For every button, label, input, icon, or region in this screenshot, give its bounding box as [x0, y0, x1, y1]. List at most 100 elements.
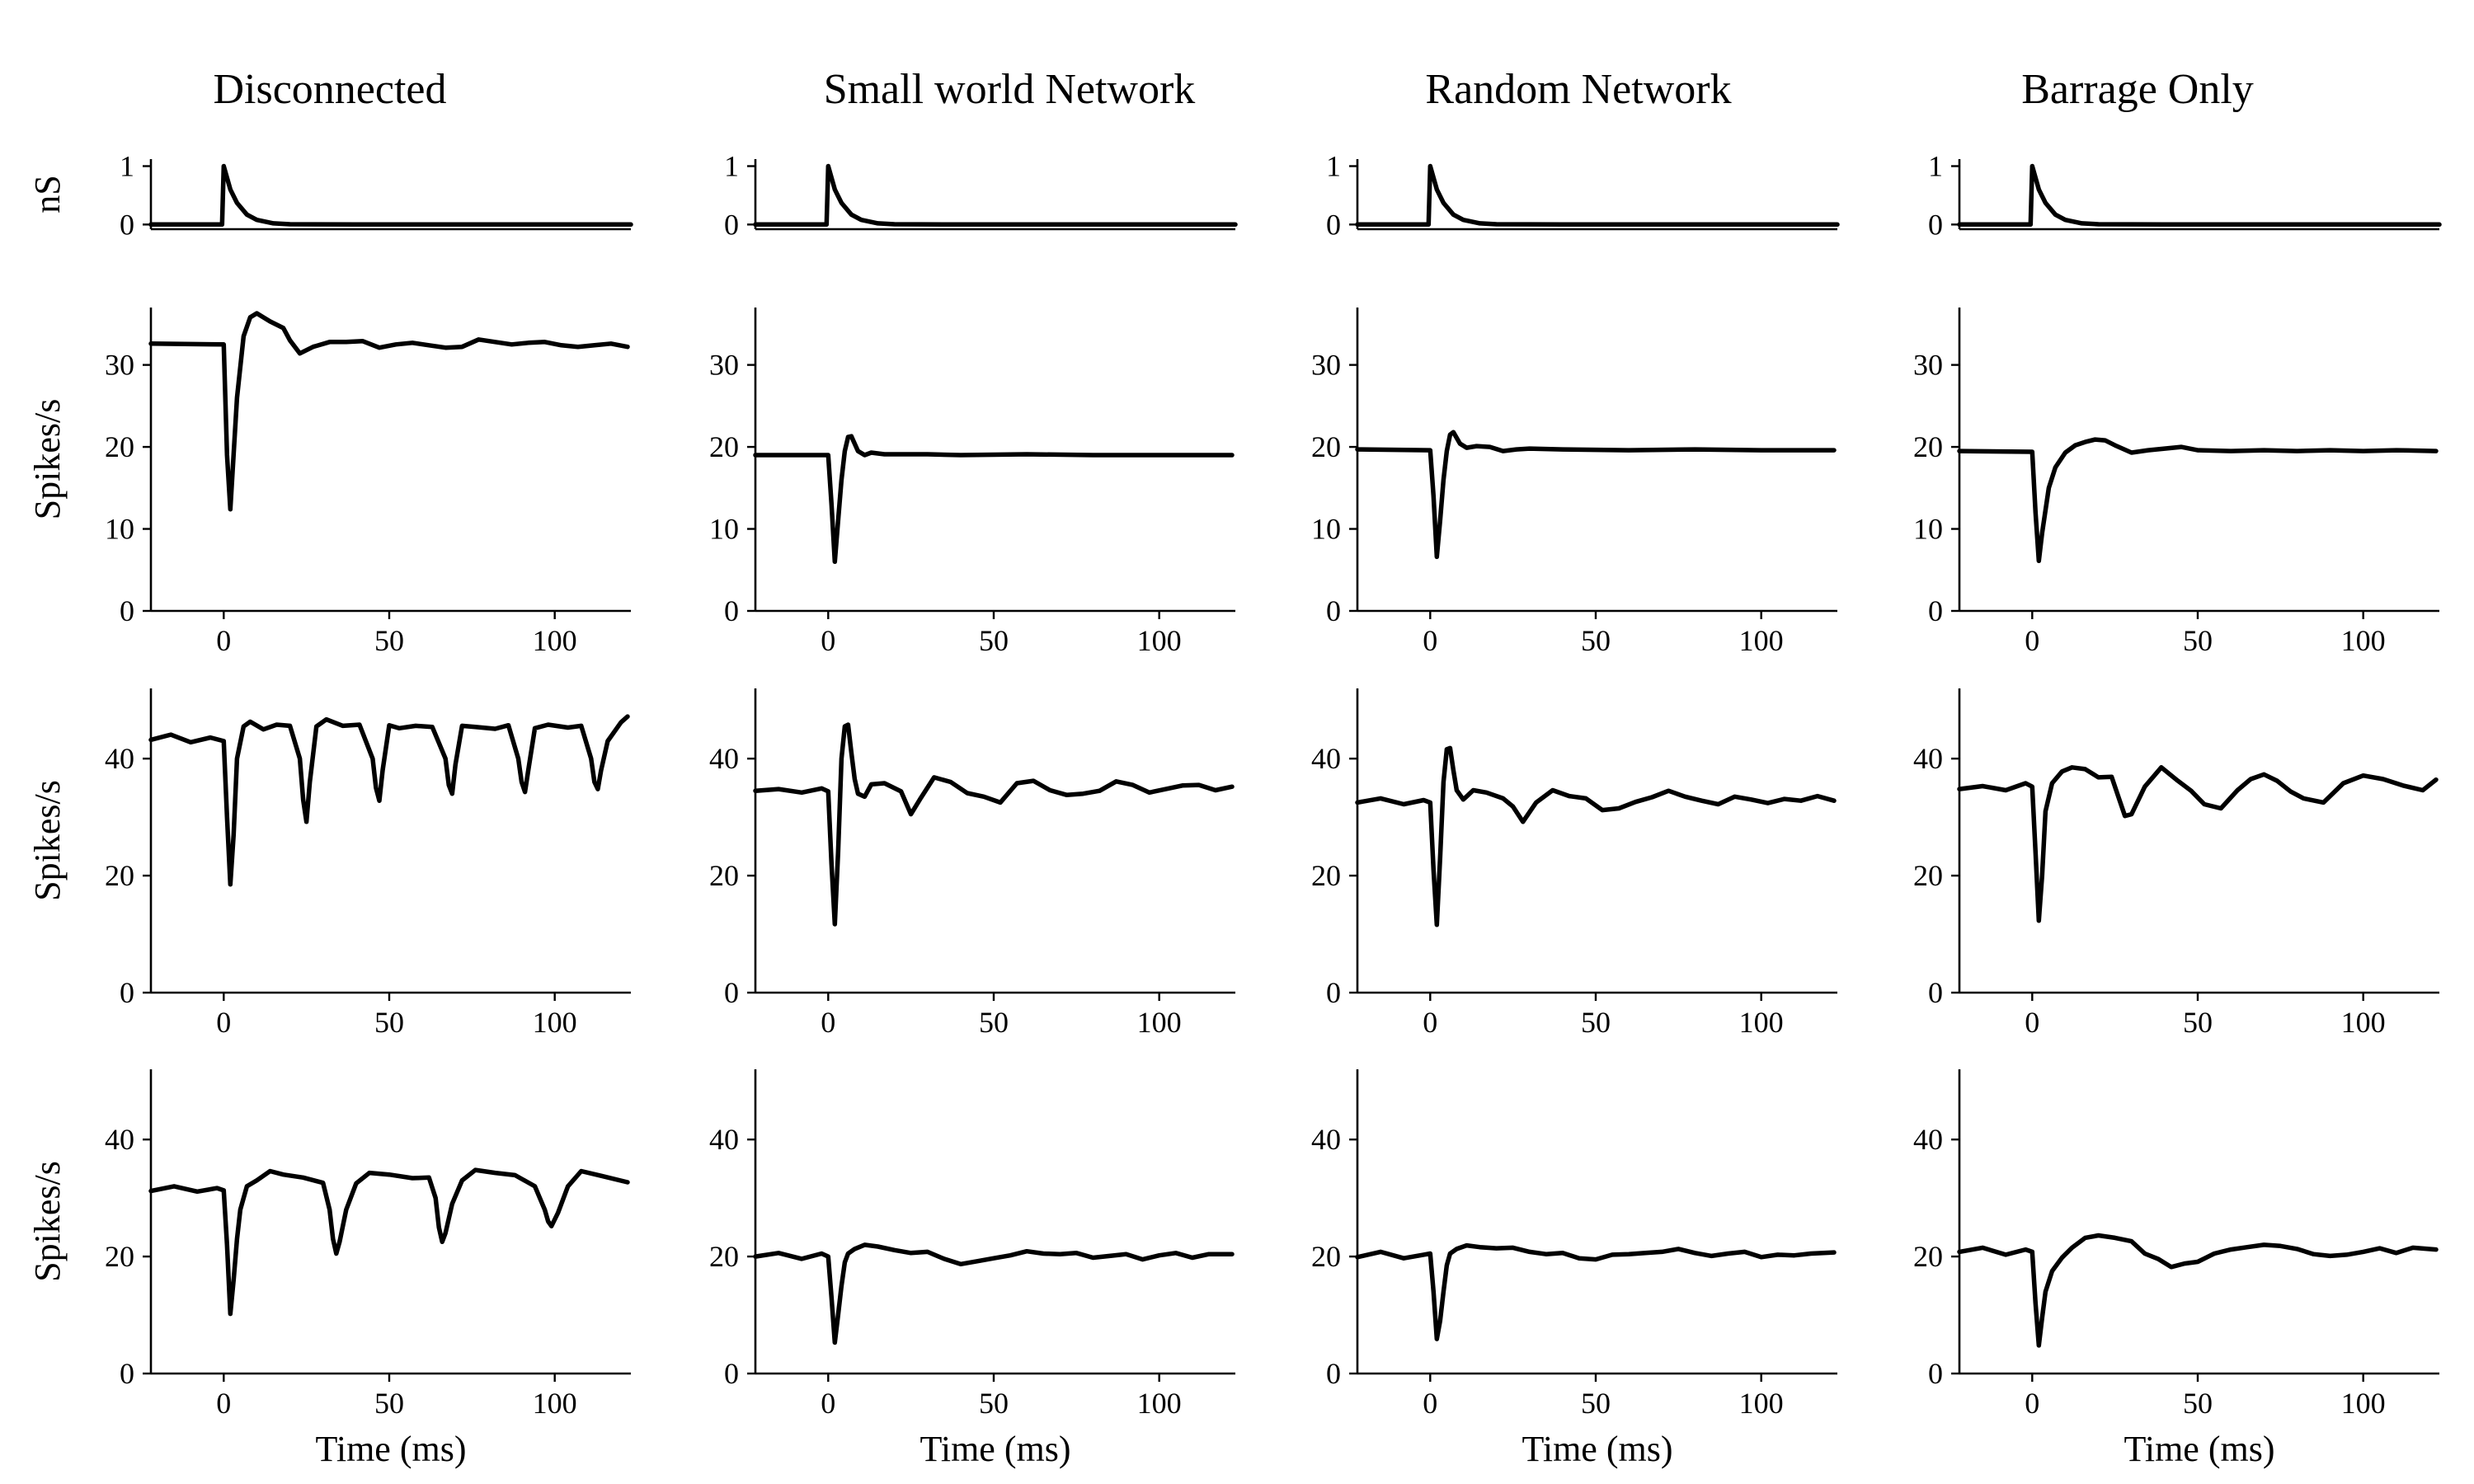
- panel-rate_a-disconnected: 0 10 20 30 0 50 100 Spikes/s: [27, 308, 631, 657]
- y-tick-label: 40: [1311, 1123, 1341, 1156]
- x-tick-label: 50: [374, 1387, 404, 1420]
- y-tick-label: 20: [1311, 430, 1341, 463]
- trace-line: [753, 434, 1235, 565]
- y-tick-label: 1: [724, 150, 739, 183]
- y-tick-label: 20: [1913, 430, 1943, 463]
- x-tick-label: 50: [979, 1006, 1009, 1039]
- y-axis-label: Spikes/s: [27, 399, 68, 520]
- y-tick-label: 30: [1913, 349, 1943, 382]
- x-tick-label: 100: [2341, 624, 2386, 657]
- y-tick-label: 40: [105, 742, 134, 775]
- y-tick-label: 0: [1326, 208, 1341, 241]
- y-tick-label: 0: [120, 976, 134, 1009]
- y-tick-label: 0: [1928, 1357, 1943, 1390]
- trace-line: [753, 163, 1238, 228]
- y-tick-label: 1: [1326, 150, 1341, 183]
- panel-rate_b-small-world-network: 0 20 40 0 50 100: [709, 688, 1235, 1039]
- panel-rate_c-disconnected: 0 20 40 0 50 100 Time (ms) Spikes/s: [27, 1069, 631, 1469]
- panel-conductance-random-network: 01: [1326, 150, 1840, 241]
- x-tick-label: 100: [533, 624, 577, 657]
- y-tick-label: 0: [1326, 1357, 1341, 1390]
- y-tick-label: 20: [1311, 859, 1341, 892]
- y-tick-label: 10: [105, 513, 134, 546]
- panel-rate_b-disconnected: 0 20 40 0 50 100 Spikes/s: [27, 688, 631, 1039]
- x-tick-label: 50: [1581, 1387, 1611, 1420]
- panel-conductance-barrage-only: 01: [1928, 150, 2442, 241]
- x-tick-label: 0: [2025, 1006, 2039, 1039]
- x-tick-label: 0: [1423, 1387, 1437, 1420]
- trace-line: [1355, 163, 1840, 228]
- y-tick-label: 20: [1311, 1240, 1341, 1273]
- y-tick-label: 0: [1928, 976, 1943, 1009]
- y-tick-label: 0: [120, 1357, 134, 1390]
- y-tick-label: 0: [724, 1357, 739, 1390]
- x-tick-label: 0: [821, 624, 835, 657]
- panel-rate_a-barrage-only: 0 10 20 30 0 50 100: [1913, 308, 2439, 657]
- x-tick-label: 100: [1137, 1387, 1182, 1420]
- trace-line: [1355, 745, 1837, 928]
- x-tick-label: 100: [2341, 1387, 2386, 1420]
- panel-rate_b-barrage-only: 0 20 40 0 50 100: [1913, 688, 2439, 1039]
- y-tick-label: 20: [709, 859, 739, 892]
- x-tick-label: 50: [979, 624, 1009, 657]
- x-tick-label: 100: [533, 1387, 577, 1420]
- y-tick-label: 0: [724, 976, 739, 1009]
- x-tick-label: 0: [216, 1387, 231, 1420]
- trace-line: [148, 163, 633, 228]
- y-tick-label: 0: [120, 594, 134, 627]
- y-tick-label: 0: [724, 594, 739, 627]
- y-tick-label: 20: [1913, 859, 1943, 892]
- panel-rate_c-small-world-network: 0 20 40 0 50 100 Time (ms): [709, 1069, 1235, 1469]
- panel-rate_a-random-network: 0 10 20 30 0 50 100: [1311, 308, 1837, 657]
- y-tick-label: 20: [105, 430, 134, 463]
- y-tick-label: 10: [1311, 513, 1341, 546]
- x-tick-label: 0: [2025, 1387, 2039, 1420]
- y-tick-label: 0: [1928, 594, 1943, 627]
- x-tick-label: 100: [1739, 624, 1784, 657]
- trace-line: [1957, 765, 2439, 923]
- trace-line: [148, 311, 630, 512]
- x-tick-label: 0: [216, 624, 231, 657]
- y-tick-label: 0: [1326, 976, 1341, 1009]
- column-title-disconnected: Disconnected: [213, 66, 446, 113]
- trace-line: [148, 714, 630, 887]
- trace-line: [1957, 437, 2439, 564]
- y-tick-label: 30: [709, 349, 739, 382]
- y-tick-label: 30: [1311, 349, 1341, 382]
- trace-line: [753, 722, 1235, 927]
- y-tick-label: 40: [709, 1123, 739, 1156]
- panel-rate_a-small-world-network: 0 10 20 30 0 50 100: [709, 308, 1235, 657]
- x-tick-label: 50: [1581, 624, 1611, 657]
- x-axis-label: Time (ms): [1522, 1429, 1673, 1469]
- y-tick-label: 0: [1326, 594, 1341, 627]
- x-tick-label: 50: [374, 1006, 404, 1039]
- y-tick-label: 20: [709, 1240, 739, 1273]
- x-tick-label: 50: [2183, 1006, 2213, 1039]
- panel-conductance-small-world-network: 01: [724, 150, 1238, 241]
- y-tick-label: 1: [120, 150, 134, 183]
- y-tick-label: 1: [1928, 150, 1943, 183]
- panel-rate_c-random-network: 0 20 40 0 50 100 Time (ms): [1311, 1069, 1837, 1469]
- y-tick-label: 20: [709, 430, 739, 463]
- x-tick-label: 100: [1739, 1387, 1784, 1420]
- x-tick-label: 0: [1423, 624, 1437, 657]
- x-tick-label: 50: [374, 624, 404, 657]
- x-tick-label: 100: [1137, 1006, 1182, 1039]
- x-tick-label: 0: [216, 1006, 231, 1039]
- x-tick-label: 0: [2025, 624, 2039, 657]
- x-tick-label: 50: [979, 1387, 1009, 1420]
- y-tick-label: 40: [709, 742, 739, 775]
- x-axis-label: Time (ms): [2124, 1429, 2275, 1469]
- y-axis-label: Spikes/s: [27, 1161, 68, 1282]
- x-axis-label: Time (ms): [920, 1429, 1071, 1469]
- y-tick-label: 20: [105, 859, 134, 892]
- panel-conductance-disconnected: 0 1 nS: [27, 150, 633, 241]
- trace-line: [1355, 1242, 1837, 1341]
- y-tick-label: 30: [105, 349, 134, 382]
- x-tick-label: 50: [1581, 1006, 1611, 1039]
- x-tick-label: 100: [533, 1006, 577, 1039]
- y-tick-label: 40: [1913, 742, 1943, 775]
- column-title-small-world-network: Small world Network: [824, 66, 1196, 113]
